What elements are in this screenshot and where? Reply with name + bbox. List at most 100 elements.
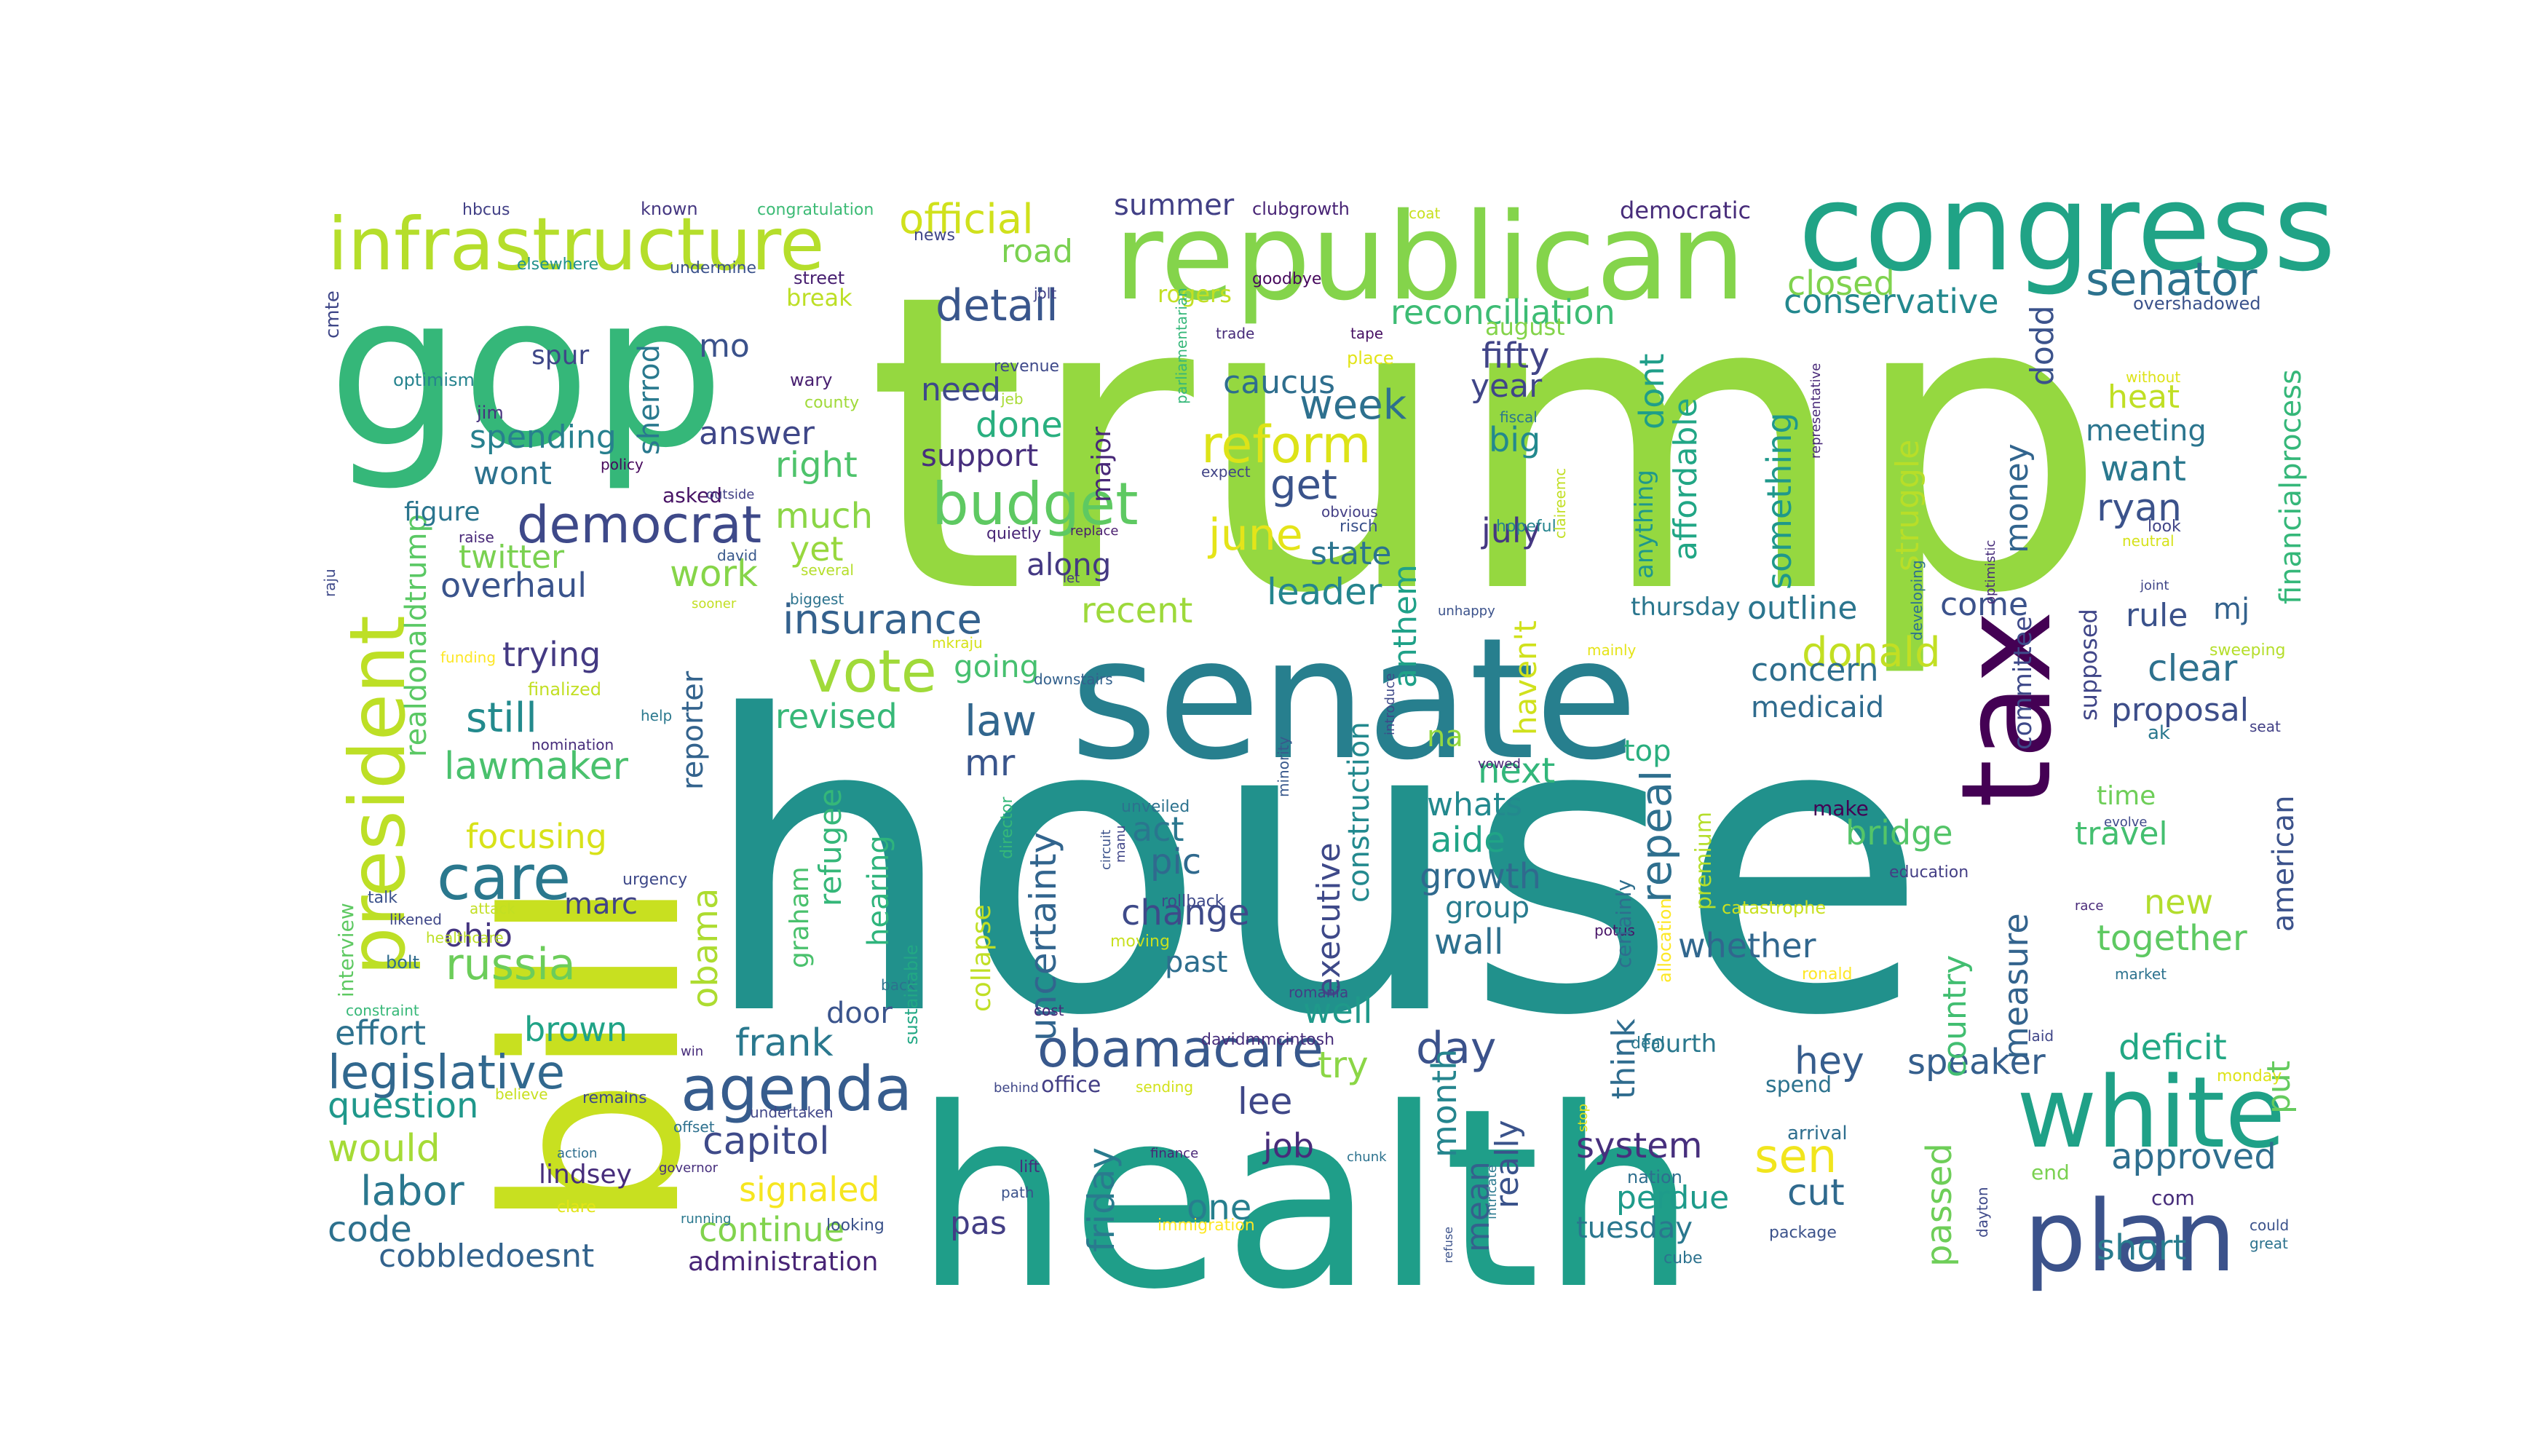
word-whether: whether xyxy=(1678,926,1816,965)
word-let: let xyxy=(1063,571,1080,586)
word-nation: nation xyxy=(1627,1167,1682,1187)
word-support: support xyxy=(921,438,1038,473)
word-dont: dont xyxy=(1632,353,1671,430)
word-deficit: deficit xyxy=(2118,1027,2227,1068)
word-affordable: affordable xyxy=(1667,397,1704,561)
word-code: code xyxy=(328,1209,412,1250)
word-overshadowed: overshadowed xyxy=(2133,293,2261,314)
word-ronald: ronald xyxy=(1802,965,1853,984)
word-american: american xyxy=(2267,796,2300,933)
word-certainly: certainly xyxy=(1612,879,1636,968)
word-news: news xyxy=(914,226,955,245)
word-interview: interview xyxy=(334,903,358,997)
word-market: market xyxy=(2115,965,2167,983)
word-democratic: democratic xyxy=(1620,197,1751,224)
word-developing: developing xyxy=(1908,560,1926,641)
word-arrival: arrival xyxy=(1787,1123,1848,1144)
word-sooner: sooner xyxy=(692,596,737,612)
word-haven-t: haven't xyxy=(1508,620,1543,735)
word-mo: mo xyxy=(699,328,750,365)
word-wall: wall xyxy=(1434,922,1503,962)
word-overhaul: overhaul xyxy=(440,566,587,605)
word-friday: friday xyxy=(1080,1147,1123,1252)
word-uncertainty: uncertainty xyxy=(1022,832,1064,1041)
word-hbcus: hbcus xyxy=(462,201,510,219)
word-thursday: thursday xyxy=(1631,593,1741,622)
word-seat: seat xyxy=(2250,718,2281,735)
word-recent: recent xyxy=(1081,590,1192,631)
word-running: running xyxy=(681,1211,731,1227)
word-claireemc: claireemc xyxy=(1551,468,1569,539)
word-budget: budget xyxy=(932,470,1139,538)
word-something: something xyxy=(1760,412,1799,590)
word-raju: raju xyxy=(321,569,339,597)
word-conservative: conservative xyxy=(1784,282,1999,321)
word-passed: passed xyxy=(1919,1143,1960,1267)
word-could: could xyxy=(2250,1216,2289,1234)
word-wont: wont xyxy=(473,455,552,492)
word-downstairs: downstairs xyxy=(1034,670,1113,688)
word-along: along xyxy=(1026,547,1111,582)
word-rollback: rollback xyxy=(1161,893,1224,911)
word-repeal: repeal xyxy=(1631,770,1681,903)
word-sherrod: sherrod xyxy=(633,344,666,455)
word-meeting: meeting xyxy=(2086,414,2207,448)
word-anthem: anthem xyxy=(1387,564,1424,688)
word-struggle: struggle xyxy=(1889,440,1926,571)
word-administration: administration xyxy=(688,1247,879,1277)
word-ryan: ryan xyxy=(2097,486,2182,530)
word-mkraju: mkraju xyxy=(932,634,983,652)
word-new: new xyxy=(2144,882,2213,922)
word-cmte: cmte xyxy=(322,290,344,339)
word-back: back xyxy=(881,976,916,994)
word-question: question xyxy=(328,1085,478,1126)
word-focusing: focusing xyxy=(466,817,607,856)
word-asked: asked xyxy=(662,483,722,507)
word-much: much xyxy=(775,496,873,537)
word-medicaid: medicaid xyxy=(1751,691,1884,724)
word-spend: spend xyxy=(1765,1072,1832,1098)
word-country: country xyxy=(1936,955,1974,1077)
word-obama: obama xyxy=(685,888,726,1008)
word-davidmmcintosh: davidmmcintosh xyxy=(1201,1031,1334,1049)
word-vowed: vowed xyxy=(1478,756,1521,772)
word-end: end xyxy=(2031,1160,2070,1184)
word-lawmaker: lawmaker xyxy=(444,745,629,788)
word-expect: expect xyxy=(1201,463,1251,480)
word-laid: laid xyxy=(2027,1027,2054,1045)
word-ak: ak xyxy=(2148,722,2170,744)
word-hearing: hearing xyxy=(862,835,895,946)
word-monday: monday xyxy=(2217,1067,2282,1085)
word-health: health xyxy=(914,1056,1697,1344)
word-big: big xyxy=(1489,420,1540,459)
word-minority: minority xyxy=(1275,736,1292,797)
word-offset: offset xyxy=(673,1118,715,1136)
word-tape: tape xyxy=(1350,325,1383,342)
word-measure: measure xyxy=(1996,913,2035,1059)
word-make: make xyxy=(1813,796,1869,820)
word-cost: cost xyxy=(1034,1002,1064,1019)
word-travel: travel xyxy=(2075,815,2168,852)
word-pic: pic xyxy=(1150,842,1201,882)
word-trump: trump xyxy=(866,208,2108,683)
word-optimistic: optimistic xyxy=(1983,540,1998,604)
word-effort: effort xyxy=(335,1013,426,1053)
word-anything: anything xyxy=(1630,470,1659,579)
word-reconciliation: reconciliation xyxy=(1390,293,1615,332)
word-spur: spur xyxy=(531,341,589,371)
word-county: county xyxy=(804,394,859,412)
word-immigration: immigration xyxy=(1158,1216,1255,1235)
word-signaled: signaled xyxy=(739,1170,880,1209)
word-lift: lift xyxy=(1019,1158,1040,1176)
word-graham: graham xyxy=(785,866,815,968)
word-frank: frank xyxy=(735,1021,834,1065)
word-stop: stop xyxy=(1575,1104,1591,1132)
word-neutral: neutral xyxy=(2122,532,2175,550)
word-done: done xyxy=(976,405,1063,446)
word-intricate: intricate xyxy=(1484,1165,1500,1219)
word-catastrophe: catastrophe xyxy=(1722,898,1826,918)
word-financialprocess: financialprocess xyxy=(2274,369,2308,604)
word-act: act xyxy=(1132,810,1184,849)
word-marc: marc xyxy=(564,887,638,921)
